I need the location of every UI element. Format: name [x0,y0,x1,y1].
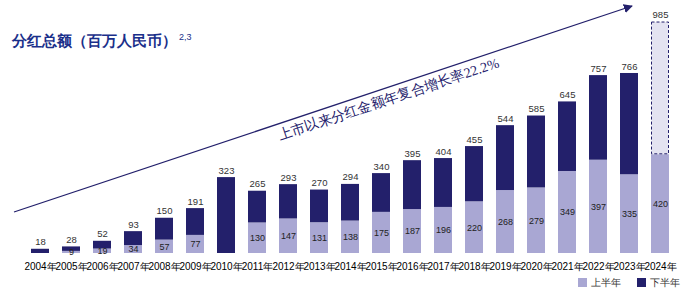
html-text:下半年: 下半年 [650,277,680,288]
svg-text:2012年: 2012年 [272,261,304,272]
svg-text:585: 585 [529,103,545,114]
svg-text:2016年: 2016年 [396,261,428,272]
svg-text:220: 220 [467,223,482,233]
svg-text:191: 191 [188,196,204,207]
svg-text:335: 335 [622,209,637,219]
svg-text:28: 28 [66,234,77,245]
svg-text:294: 294 [343,171,359,182]
svg-text:2024年: 2024年 [644,261,676,272]
svg-text:57: 57 [159,242,169,252]
svg-text:2014年: 2014年 [334,261,366,272]
svg-text:9: 9 [69,247,74,257]
svg-text:52: 52 [97,228,108,239]
svg-text:130: 130 [250,233,265,243]
svg-text:34: 34 [128,244,138,254]
svg-text:93: 93 [128,219,139,230]
svg-text:2015年: 2015年 [365,261,397,272]
svg-text:268: 268 [498,217,513,227]
svg-text:265: 265 [250,178,266,189]
svg-text:2013年: 2013年 [303,261,335,272]
svg-text:2006年: 2006年 [86,261,118,272]
svg-text:187: 187 [405,226,420,236]
svg-text:2011年: 2011年 [242,261,274,272]
svg-text:757: 757 [591,63,607,74]
svg-text:323: 323 [219,165,235,176]
svg-text:2023年: 2023年 [613,261,645,272]
svg-text:404: 404 [436,146,452,157]
svg-text:645: 645 [560,89,576,100]
svg-text:2019年: 2019年 [489,261,521,272]
svg-text:2007年: 2007年 [117,261,149,272]
svg-text:395: 395 [405,148,421,159]
svg-text:2009年: 2009年 [179,261,211,272]
svg-text:420: 420 [653,199,668,209]
svg-text:上市以来分红金额年复合增长率22.2%: 上市以来分红金额年复合增长率22.2% [276,55,501,143]
html-text:上半年: 上半年 [591,277,621,288]
svg-text:293: 293 [281,172,297,183]
svg-text:2021年: 2021年 [551,261,583,272]
svg-text:2005年: 2005年 [55,261,87,272]
svg-text:985: 985 [653,9,669,20]
svg-text:138: 138 [343,232,358,242]
svg-text:279: 279 [529,216,544,226]
svg-text:150: 150 [157,205,173,216]
svg-text:2010年: 2010年 [210,261,242,272]
svg-text:196: 196 [436,225,451,235]
svg-text:2004年: 2004年 [24,261,56,272]
html-text:分红总额（百万人民币）2,3: 分红总额（百万人民币）2,3 [12,32,192,49]
svg-text:397: 397 [591,202,606,212]
svg-text:349: 349 [560,207,575,217]
svg-text:455: 455 [467,134,483,145]
svg-text:2008年: 2008年 [148,261,180,272]
svg-text:77: 77 [190,239,200,249]
svg-text:19: 19 [97,246,107,256]
svg-text:131: 131 [312,233,327,243]
svg-text:2018年: 2018年 [458,261,490,272]
svg-text:175: 175 [374,228,389,238]
svg-text:2020年: 2020年 [520,261,552,272]
svg-text:270: 270 [312,177,328,188]
svg-text:18: 18 [35,236,46,247]
svg-text:147: 147 [281,231,296,241]
svg-text:2017年: 2017年 [427,261,459,272]
svg-text:544: 544 [498,113,514,124]
svg-text:2022年: 2022年 [582,261,614,272]
svg-text:766: 766 [622,61,638,72]
svg-text:340: 340 [374,161,390,172]
